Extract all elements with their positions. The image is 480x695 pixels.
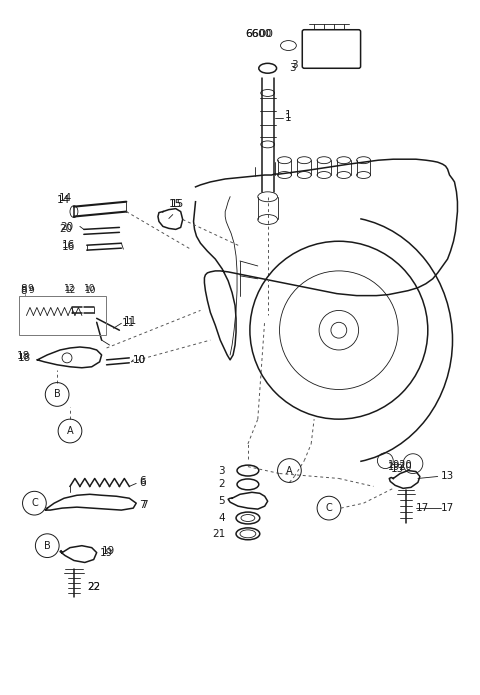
Text: 19: 19	[100, 548, 113, 557]
Text: 13: 13	[391, 464, 405, 473]
Text: 17: 17	[416, 503, 429, 513]
Text: 20: 20	[60, 222, 73, 232]
Text: 6: 6	[139, 478, 146, 489]
Text: 15: 15	[171, 199, 184, 208]
Text: 17: 17	[441, 503, 454, 513]
Text: A: A	[286, 466, 293, 475]
Text: 13: 13	[441, 471, 454, 482]
Text: 6600: 6600	[245, 28, 273, 39]
FancyBboxPatch shape	[302, 30, 360, 68]
Text: 1920: 1920	[388, 459, 413, 470]
Text: 3: 3	[291, 60, 298, 70]
Text: 18: 18	[18, 353, 31, 363]
Text: 7: 7	[141, 500, 148, 510]
Text: 12: 12	[65, 286, 76, 295]
Text: B: B	[44, 541, 50, 550]
Text: 19: 19	[102, 546, 115, 555]
Text: 1: 1	[285, 110, 291, 120]
Text: 12: 12	[64, 284, 75, 293]
Text: 10: 10	[85, 286, 96, 295]
Text: 10: 10	[133, 355, 146, 365]
Text: 16: 16	[62, 242, 75, 252]
Text: 7: 7	[139, 500, 146, 510]
Text: 8: 8	[21, 286, 27, 295]
Text: 10: 10	[133, 355, 146, 365]
Text: 22: 22	[87, 582, 100, 592]
Text: 3: 3	[218, 466, 225, 475]
Text: 9: 9	[27, 284, 33, 293]
Text: 20: 20	[59, 224, 72, 234]
Text: 10: 10	[84, 284, 96, 293]
Text: 15: 15	[169, 199, 182, 208]
Text: 18: 18	[17, 351, 30, 361]
Text: 5: 5	[218, 496, 225, 506]
Bar	[19, 295, 106, 335]
Text: 6600: 6600	[245, 28, 271, 39]
Text: 1920: 1920	[388, 461, 413, 472]
Text: 11: 11	[121, 318, 134, 328]
Text: 2: 2	[218, 480, 225, 489]
Text: 14: 14	[59, 193, 72, 203]
Text: C: C	[325, 503, 332, 513]
Text: 4: 4	[218, 513, 225, 523]
Text: 21: 21	[212, 529, 225, 539]
Text: 9: 9	[28, 286, 34, 295]
Text: 11: 11	[123, 316, 137, 327]
Text: 14: 14	[57, 195, 71, 205]
Text: 1: 1	[285, 113, 291, 123]
Text: 16: 16	[62, 240, 75, 250]
Text: A: A	[67, 426, 73, 436]
Text: C: C	[31, 498, 38, 508]
Text: 8: 8	[21, 284, 27, 294]
Text: 3: 3	[289, 63, 296, 73]
Text: 6: 6	[139, 477, 146, 486]
Text: 22: 22	[87, 582, 100, 592]
Text: B: B	[54, 389, 60, 400]
